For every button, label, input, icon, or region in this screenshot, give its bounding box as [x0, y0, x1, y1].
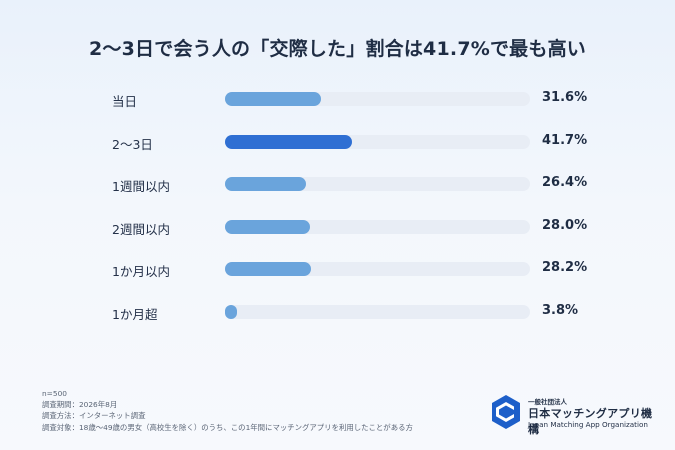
category-label: 1週間以内	[112, 179, 170, 194]
bar-track	[225, 177, 530, 191]
organization-logo: 一般社団法人 日本マッチングアプリ機構 Japan Matching App O…	[490, 394, 660, 436]
value-label: 3.8%	[542, 302, 579, 318]
bar	[225, 304, 237, 319]
logo-name: 日本マッチングアプリ機構	[528, 407, 653, 436]
category-label: 1か月以内	[112, 264, 170, 279]
category-label: 2〜3日	[112, 136, 153, 152]
category-label: 1か月超	[112, 306, 158, 322]
survey-notes: n=500 調査期間：2026年8月 調査方法：インターネット調査 調査対象：1…	[42, 388, 413, 433]
bar-track	[225, 304, 530, 319]
logo-english-name: Japan Matching App Organization	[528, 420, 648, 429]
bar	[225, 219, 311, 234]
category-label: 当日	[112, 94, 138, 109]
bar-track	[225, 219, 530, 234]
value-label: 28.2%	[542, 260, 588, 275]
note-target: 調査対象：18歳〜49歳の男女（高校生を除く）のうち、この1年間にマッチングアプ…	[42, 422, 413, 432]
bar	[225, 262, 311, 276]
value-label: 41.7%	[542, 132, 588, 148]
note-sample-size: n=500	[42, 389, 67, 398]
bar	[225, 134, 353, 149]
bar-track	[225, 262, 530, 276]
bar-track	[225, 134, 530, 149]
bar	[225, 92, 322, 106]
logo-subtitle: 一般社団法人	[528, 398, 567, 406]
category-label: 2週間以内	[112, 221, 170, 237]
bar	[225, 177, 306, 191]
value-label: 31.6%	[542, 90, 588, 105]
bar-track	[225, 92, 530, 106]
note-method: 調査方法：インターネット調査	[42, 411, 146, 421]
chart-title: 2〜3日で会う人の「交際した」割合は41.7%で最も高い	[89, 38, 586, 60]
value-label: 26.4%	[542, 175, 588, 190]
value-label: 28.0%	[542, 217, 588, 233]
note-period: 調査期間：2026年8月	[42, 400, 118, 410]
organization-logo-icon	[492, 395, 520, 429]
